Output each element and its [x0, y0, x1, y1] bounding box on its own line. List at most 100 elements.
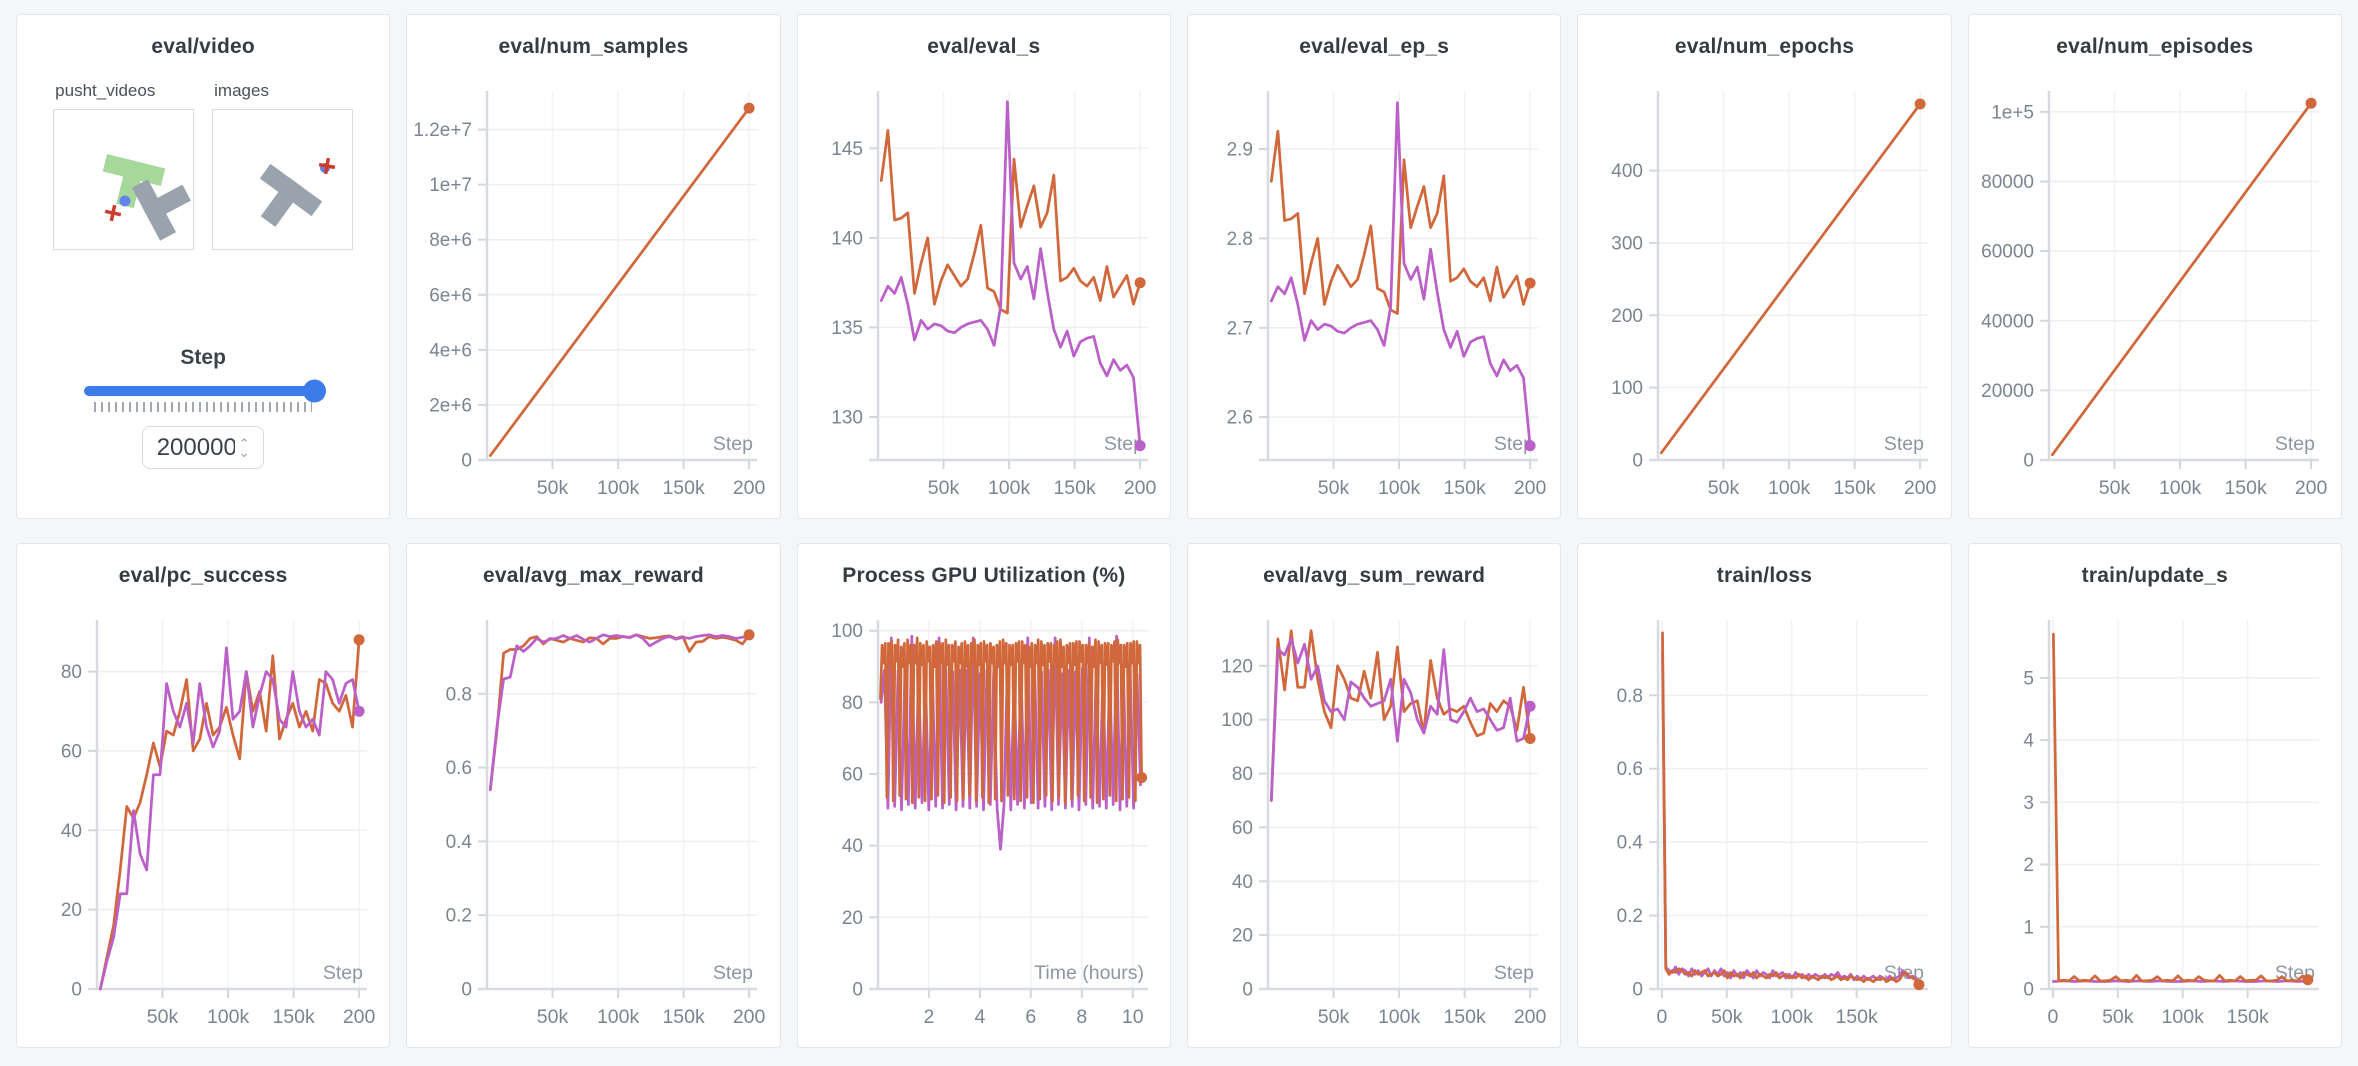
video-panel-title: eval/video	[151, 35, 255, 58]
svg-text:6: 6	[1025, 1006, 1036, 1028]
pusht-env-image	[102, 154, 192, 241]
svg-text:100k: 100k	[207, 1006, 250, 1028]
svg-text:120: 120	[1221, 656, 1253, 677]
svg-text:3: 3	[2023, 793, 2034, 814]
svg-text:0: 0	[1633, 451, 1644, 472]
svg-text:150k: 150k	[2224, 477, 2267, 499]
svg-text:Time (hours): Time (hours)	[1034, 962, 1144, 984]
step-slider-heading: Step	[180, 346, 226, 369]
chart-plot-eval-avg-max-reward[interactable]: 0 0.2 0.4 0.6 0.8 50k 100k 150k 200 Step	[407, 608, 779, 1047]
svg-text:0: 0	[1242, 980, 1253, 1001]
svg-text:0: 0	[462, 980, 473, 1001]
svg-text:Step: Step	[1494, 433, 1534, 455]
svg-text:100: 100	[831, 621, 863, 642]
video-thumbnail-pusht[interactable]	[53, 109, 195, 250]
step-slider[interactable]	[84, 379, 327, 412]
chart-plot-eval-num-epochs[interactable]: 0 100 200 300 400 50k 100k 150k 200 Step	[1578, 79, 1950, 518]
svg-text:1: 1	[2023, 917, 2034, 938]
svg-text:10: 10	[1122, 1006, 1144, 1028]
chart-plot-train-loss[interactable]: 0 0.2 0.4 0.6 0.8 0 50k 100k 150k Step	[1578, 608, 1950, 1047]
chart-canvas: 0 20000 40000 60000 80000 1e+5 50k 100k 150k 200 S…	[1981, 91, 2327, 499]
panel-eval-pc-success: eval/pc_success 0 20 40 60 80 50k 100k 150k 200 S…	[16, 543, 391, 1048]
svg-text:400: 400	[1612, 161, 1644, 182]
svg-text:2.6: 2.6	[1227, 408, 1253, 429]
panel-train-update-s: train/update_s 0 1 2 3 4 5 0 50k 100k 150k Step	[1967, 543, 2342, 1048]
chart-title: eval/eval_ep_s	[1299, 35, 1450, 58]
svg-text:Step: Step	[1884, 433, 1924, 455]
svg-text:8e+6: 8e+6	[430, 230, 473, 251]
chart-title: eval/pc_success	[118, 564, 288, 587]
svg-text:Step: Step	[2275, 433, 2315, 455]
chart-plot-gpu-utilization[interactable]: 0 20 40 60 80 100 2 4 6 8 10 Time (hours)	[798, 608, 1170, 1047]
svg-text:100k: 100k	[1378, 1006, 1421, 1028]
step-input[interactable]	[156, 433, 235, 462]
svg-text:100k: 100k	[597, 477, 640, 499]
chart-plot-eval-eval-s[interactable]: 130 135 140 145 50k 100k 150k 200 Step	[798, 79, 1170, 518]
svg-text:150k: 150k	[1836, 1006, 1879, 1028]
chart-plot-eval-eval-ep-s[interactable]: 2.6 2.7 2.8 2.9 50k 100k 150k 200 Step	[1188, 79, 1560, 518]
svg-text:60: 60	[842, 765, 863, 786]
svg-text:0: 0	[1657, 1006, 1668, 1028]
svg-text:200: 200	[343, 1006, 376, 1028]
svg-text:150k: 150k	[1834, 477, 1877, 499]
chart-title: eval/avg_sum_reward	[1263, 564, 1486, 587]
chart-canvas: 2.6 2.7 2.8 2.9 50k 100k 150k 200 Step	[1227, 91, 1547, 499]
svg-text:100: 100	[1612, 378, 1644, 399]
svg-text:60000: 60000	[1981, 242, 2034, 263]
chart-plot-eval-avg-sum-reward[interactable]: 0 20 40 60 80 100 120 50k 100k 150k 200 Step	[1188, 608, 1560, 1047]
svg-text:2: 2	[2023, 855, 2034, 876]
svg-text:6e+6: 6e+6	[430, 285, 473, 306]
svg-text:20: 20	[842, 908, 863, 929]
chart-plot-train-update-s[interactable]: 0 1 2 3 4 5 0 50k 100k 150k Step	[1969, 608, 2341, 1047]
video-thumbnail-images[interactable]	[212, 109, 354, 250]
panel-eval-eval-s: eval/eval_s 130 135 140 145 50k 100k 150k 200 St…	[796, 14, 1171, 519]
panel-eval-num-episodes: eval/num_episodes 0 20000 40000 60000 80000 1…	[1967, 14, 2342, 519]
chart-title: eval/num_epochs	[1674, 35, 1855, 58]
svg-text:Step: Step	[323, 962, 363, 984]
svg-text:0: 0	[462, 451, 473, 472]
svg-text:50k: 50k	[537, 477, 569, 499]
svg-text:1e+5: 1e+5	[1991, 102, 2034, 123]
svg-text:0.6: 0.6	[446, 758, 472, 779]
step-slider-thumb[interactable]	[303, 379, 327, 403]
svg-text:50k: 50k	[1711, 1006, 1743, 1028]
block-t-shape	[132, 179, 192, 241]
chart-plot-eval-num-samples[interactable]: 0 2e+6 4e+6 6e+6 8e+6 1e+7 1.2e+7 50k 100k 150k 20…	[407, 79, 779, 518]
svg-text:40: 40	[1232, 872, 1253, 893]
stepper-down-icon[interactable]: ⌄	[238, 444, 250, 460]
svg-text:0.4: 0.4	[446, 832, 473, 853]
svg-text:60: 60	[1232, 818, 1253, 839]
chart-title: eval/num_samples	[498, 35, 689, 58]
panel-eval-avg-max-reward: eval/avg_max_reward 0 0.2 0.4 0.6 0.8 50k 100k…	[406, 543, 781, 1048]
svg-text:135: 135	[831, 318, 863, 339]
svg-text:8: 8	[1076, 1006, 1087, 1028]
svg-text:0: 0	[2047, 1006, 2058, 1028]
step-input-stepper[interactable]: ⌃ ⌄	[238, 435, 250, 460]
video-label-images: images	[214, 81, 269, 100]
chart-title: eval/num_episodes	[2056, 35, 2254, 58]
chart-canvas: 0 20 40 60 80 100 120 50k 100k 150k 200 Step	[1221, 620, 1547, 1028]
stepper-up-icon[interactable]: ⌃	[238, 435, 250, 451]
svg-text:0: 0	[1633, 980, 1644, 1001]
svg-text:50k: 50k	[2098, 477, 2130, 499]
svg-text:40000: 40000	[1981, 311, 2034, 332]
svg-text:50k: 50k	[927, 477, 959, 499]
svg-text:50k: 50k	[1318, 477, 1350, 499]
chart-plot-eval-pc-success[interactable]: 0 20 40 60 80 50k 100k 150k 200 Step	[17, 608, 389, 1047]
chart-canvas: 130 135 140 145 50k 100k 150k 200 Step	[831, 91, 1156, 499]
svg-text:80000: 80000	[1981, 172, 2034, 193]
panel-eval-eval-ep-s: eval/eval_ep_s 2.6 2.7 2.8 2.9 50k 100k 150k 20…	[1187, 14, 1562, 519]
svg-text:50k: 50k	[1708, 477, 1740, 499]
svg-text:0: 0	[2023, 451, 2034, 472]
svg-text:0.6: 0.6	[1617, 759, 1643, 780]
chart-title: Process GPU Utilization (%)	[842, 564, 1126, 587]
svg-text:20000: 20000	[1981, 381, 2034, 402]
chart-plot-eval-num-episodes[interactable]: 0 20000 40000 60000 80000 1e+5 50k 100k 150k 200 S…	[1969, 79, 2341, 518]
svg-text:2.7: 2.7	[1227, 318, 1253, 339]
step-input-box[interactable]: ⌃ ⌄	[142, 426, 265, 469]
svg-text:145: 145	[831, 139, 863, 160]
svg-text:Step: Step	[713, 433, 753, 455]
step-slider-track[interactable]	[84, 379, 327, 403]
